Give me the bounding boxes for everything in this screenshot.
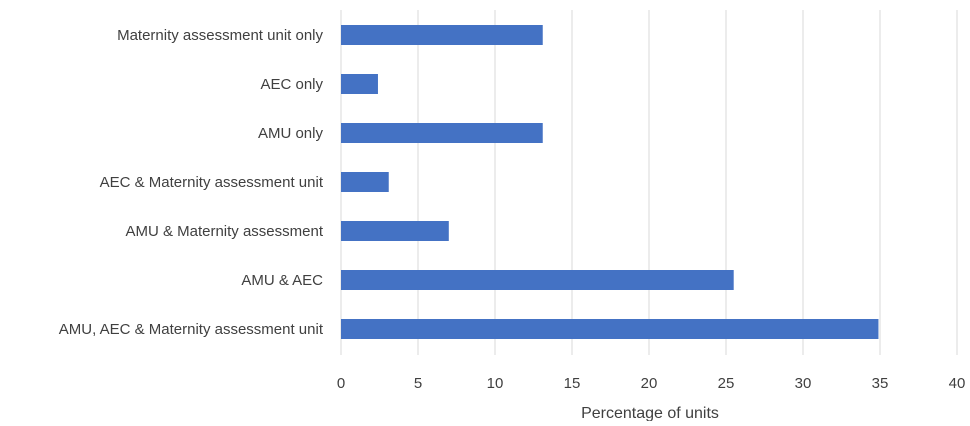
- bar: [341, 74, 378, 94]
- bar: [341, 221, 449, 241]
- category-label: AEC & Maternity assessment unit: [100, 174, 324, 191]
- x-tick-label: 5: [414, 375, 422, 392]
- bar: [341, 123, 543, 143]
- category-label: AMU & AEC: [241, 272, 323, 289]
- bar: [341, 270, 734, 290]
- category-label: Maternity assessment unit only: [117, 27, 323, 44]
- x-tick-label: 15: [564, 375, 581, 392]
- category-label: AMU, AEC & Maternity assessment unit: [59, 321, 324, 338]
- x-tick-labels: 0 5 10 15 20 25 30 35 40: [337, 375, 966, 392]
- category-label: AEC only: [260, 76, 323, 93]
- bar: [341, 172, 389, 192]
- bars: [341, 25, 879, 339]
- category-label: AMU only: [258, 125, 324, 142]
- category-labels: Maternity assessment unit only AEC only AM…: [59, 27, 324, 338]
- x-tick-label: 10: [487, 375, 504, 392]
- gridlines: [340, 10, 958, 355]
- x-tick-label: 35: [872, 375, 889, 392]
- x-axis-title: Percentage of units: [581, 405, 719, 421]
- bar: [341, 319, 879, 339]
- category-label: AMU & Maternity assessment: [125, 223, 323, 240]
- bar: [341, 25, 543, 45]
- x-tick-label: 40: [949, 375, 966, 392]
- x-tick-label: 20: [641, 375, 658, 392]
- x-tick-label: 0: [337, 375, 345, 392]
- x-tick-label: 25: [718, 375, 735, 392]
- x-tick-label: 30: [795, 375, 812, 392]
